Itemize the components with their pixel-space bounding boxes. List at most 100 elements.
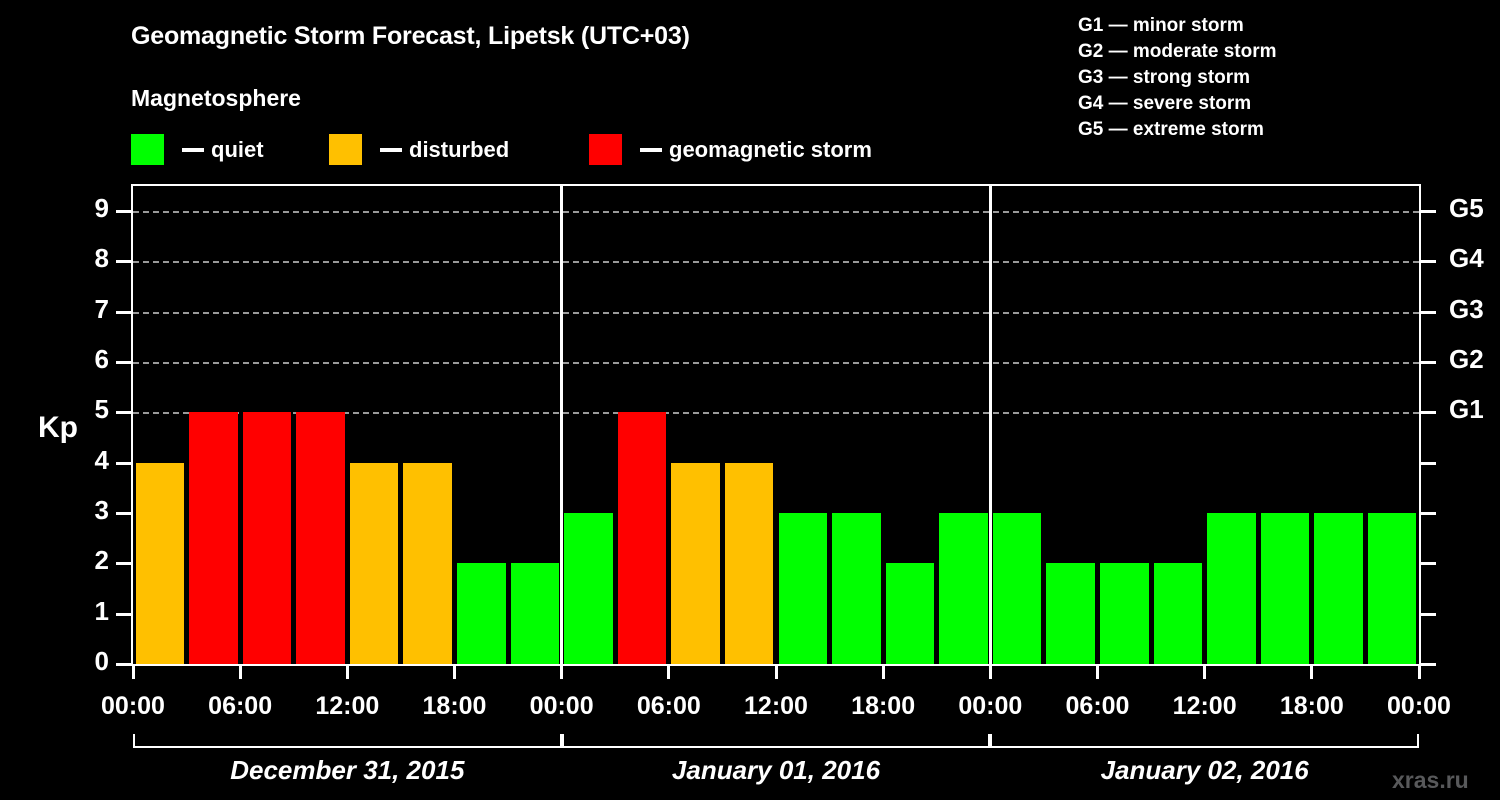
color-legend: quiet disturbed geomagnetic storm [131, 134, 1031, 168]
y-tick-label: 8 [94, 243, 109, 274]
legend-label: quiet [211, 136, 264, 162]
x-tick-label: 00:00 [1387, 692, 1451, 720]
plot-inner [133, 186, 1419, 664]
y-tick-mark [116, 663, 132, 666]
kp-bar [617, 412, 667, 664]
legend-label: disturbed [409, 136, 510, 162]
x-tick-mark [1310, 666, 1314, 679]
legend-entry: quiet [131, 134, 264, 165]
x-tick-mark [881, 666, 885, 679]
x-tick-mark [667, 666, 671, 679]
y-tick-mark [116, 310, 132, 314]
y-tick-mark [116, 562, 132, 566]
x-tick-label: 06:00 [1065, 692, 1130, 720]
day-label: January 02, 2016 [1100, 755, 1309, 785]
kp-bar [1367, 513, 1417, 664]
g-tick-label: G1 [1449, 394, 1484, 425]
g-tick-mark [1420, 310, 1436, 314]
g-minor-tick-mark [1420, 562, 1436, 566]
g-minor-tick-mark [1420, 612, 1436, 616]
legend-label: geomagnetic storm [669, 136, 872, 162]
x-tick-mark [1417, 666, 1421, 679]
g-scale-legend-row: G3 — strong storm [1078, 67, 1251, 88]
kp-bar [296, 412, 345, 664]
x-tick-mark [1096, 666, 1099, 679]
x-tick-mark [345, 666, 349, 679]
day-bracket [990, 734, 1419, 748]
y-tick-mark [116, 461, 132, 465]
y-tick-mark [116, 361, 132, 365]
x-tick-mark [774, 666, 778, 679]
x-tick-label: 18:00 [851, 692, 916, 720]
day-separator [560, 186, 564, 664]
kp-bar [885, 563, 935, 664]
watermark: xras.ru [1392, 767, 1469, 793]
x-tick-mark [988, 666, 992, 679]
x-tick-label: 12:00 [1172, 692, 1237, 720]
day-label: January 01, 2016 [671, 755, 881, 785]
y-tick-mark [116, 260, 132, 264]
y-tick-mark [116, 512, 132, 516]
kp-bar [1207, 513, 1256, 664]
g-tick-mark [1420, 411, 1436, 415]
y-tick-label: 4 [94, 444, 109, 475]
y-tick-label: 2 [94, 545, 109, 576]
g-minor-tick-mark [1420, 461, 1436, 465]
g-tick-mark [1420, 361, 1436, 365]
x-tick-label: 18:00 [422, 692, 487, 720]
g-tick-label: G3 [1449, 293, 1484, 324]
day-bracket [133, 734, 562, 748]
legend-entry: geomagnetic storm [589, 134, 872, 165]
kp-bar [564, 513, 613, 664]
y-tick-mark [116, 411, 132, 415]
y-tick-label: 7 [94, 293, 109, 324]
kp-bar [457, 563, 506, 664]
x-tick-label: 06:00 [208, 692, 273, 720]
kp-bar [1153, 563, 1203, 664]
y-tick-label: 0 [94, 646, 109, 676]
g-scale-legend-row: G4 — severe storm [1078, 93, 1252, 114]
x-tick-mark [453, 666, 456, 679]
kp-bar [1314, 513, 1363, 664]
day-label: December 31, 2015 [230, 755, 465, 785]
magnetosphere-label: Magnetosphere [131, 85, 301, 111]
x-tick-mark [1203, 666, 1207, 679]
legend-swatch-disturbed [329, 134, 362, 165]
gridline [133, 412, 1419, 415]
g-minor-tick-mark [1420, 512, 1436, 516]
plot-area [131, 184, 1421, 666]
legend-dash-icon [380, 147, 402, 152]
g-scale-legend-row: G5 — extreme storm [1078, 119, 1264, 140]
kp-bar [135, 462, 185, 664]
kp-bar [778, 513, 828, 664]
page-title: Geomagnetic Storm Forecast, Lipetsk (UTC… [131, 22, 690, 50]
y-tick-label: 9 [94, 193, 109, 224]
kp-bar [992, 513, 1042, 664]
x-tick-label: 00:00 [529, 692, 594, 720]
x-tick-mark [560, 666, 564, 679]
kp-bar [1260, 513, 1310, 664]
g-scale-legend-row: G2 — moderate storm [1078, 41, 1277, 62]
day-separator [988, 186, 992, 664]
gridline [133, 362, 1419, 365]
legend-dash-icon [640, 147, 662, 152]
kp-bar [242, 412, 292, 664]
x-tick-label: 12:00 [315, 692, 380, 720]
kp-bar [1046, 563, 1095, 664]
legend-swatch-storm [589, 134, 622, 165]
x-tick-label: 12:00 [744, 692, 808, 720]
kp-bar [189, 412, 238, 664]
day-bracket [561, 734, 991, 748]
kp-bar [724, 462, 774, 664]
x-tick-mark [238, 666, 242, 679]
y-tick-label: 6 [94, 344, 109, 375]
x-tick-label: 06:00 [636, 692, 701, 720]
legend-dash-icon [182, 147, 204, 152]
gridline [133, 261, 1419, 264]
y-axis-title: Kp [38, 411, 78, 444]
g-tick-mark [1420, 260, 1436, 264]
kp-bar [349, 462, 399, 664]
kp-bar [403, 462, 452, 664]
x-tick-label: 00:00 [101, 692, 165, 720]
